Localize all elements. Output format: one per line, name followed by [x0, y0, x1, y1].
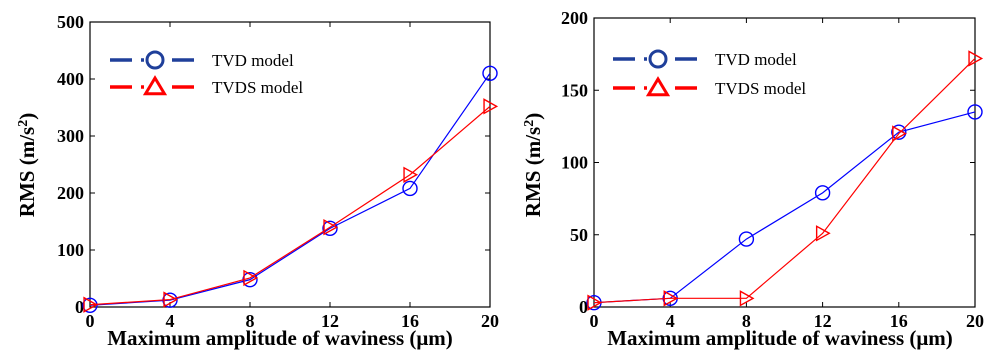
- data-point-tvd: [402, 180, 418, 197]
- y-axis-label: RMS (m/s2): [15, 113, 39, 217]
- y-tick-label: 200: [561, 8, 588, 28]
- y-axis-label-superscript: 2: [522, 120, 537, 127]
- legend-tvd-label: TVD model: [212, 51, 294, 70]
- data-point-tvds: [587, 294, 603, 311]
- y-tick-label: 150: [561, 80, 588, 100]
- data-point-tvds: [83, 296, 99, 313]
- x-tick-label: 4: [166, 311, 175, 331]
- y-tick-label: 100: [561, 153, 588, 173]
- data-point-tvd: [814, 185, 831, 201]
- y-axis-label-main: RMS (m/s: [521, 127, 545, 217]
- y-axis-label: RMS (m/s2): [521, 113, 545, 217]
- data-point-tvds: [739, 290, 755, 307]
- x-tick-label: 12: [321, 311, 339, 331]
- data-point-tvd: [738, 231, 755, 247]
- x-tick-label: 20: [966, 311, 984, 331]
- legend-tvds-label: TVDS model: [212, 78, 303, 97]
- series-line-tvd: [89, 72, 491, 306]
- x-axis-label: Maximum amplitude of waviness (μm): [607, 326, 953, 350]
- y-axis-label-tail: ): [15, 113, 39, 120]
- y-tick-label: 300: [57, 126, 84, 146]
- y-tick-label: 400: [57, 69, 84, 89]
- data-point-tvds: [892, 125, 907, 142]
- x-axis-label: Maximum amplitude of waviness (μm): [107, 326, 453, 350]
- data-point-tvds: [483, 98, 499, 115]
- x-tick-label: 8: [246, 311, 255, 331]
- y-axis-label-superscript: 2: [16, 120, 31, 127]
- data-point-tvds: [163, 291, 179, 308]
- data-point-tvd: [482, 65, 498, 82]
- data-point-tvds: [323, 219, 339, 236]
- y-tick-label: 100: [57, 240, 84, 260]
- legend-tvd-label: TVD model: [715, 50, 797, 69]
- data-point-tvds: [403, 166, 419, 183]
- legend-tvds-label: TVDS model: [715, 79, 806, 98]
- y-tick-label: 50: [570, 225, 588, 245]
- series-line-tvds: [89, 105, 491, 306]
- x-tick-label: 0: [86, 311, 95, 331]
- y-axis-label-tail: ): [521, 113, 545, 120]
- y-tick-label: 500: [57, 12, 84, 32]
- legend-tvds-marker: [142, 75, 168, 96]
- y-tick-label: 0: [75, 297, 84, 317]
- data-point-tvd: [967, 104, 983, 120]
- x-tick-label: 0: [590, 311, 599, 331]
- legend-tvd-marker: [648, 49, 668, 69]
- plot-frame: [89, 21, 491, 308]
- data-point-tvds: [968, 50, 984, 67]
- legend-tvds-marker: [645, 76, 671, 97]
- y-axis-label-main: RMS (m/s: [15, 127, 39, 217]
- y-tick-label: 0: [579, 297, 588, 317]
- data-point-tvd: [891, 124, 907, 140]
- y-tick-label: 200: [57, 183, 84, 203]
- legend-tvd-marker: [145, 50, 165, 70]
- series-line-tvds: [593, 58, 976, 304]
- data-point-tvd: [322, 220, 338, 237]
- x-tick-label: 20: [481, 311, 499, 331]
- data-point-tvds: [663, 290, 679, 307]
- x-tick-label: 16: [890, 311, 908, 331]
- x-tick-label: 4: [666, 311, 675, 331]
- data-point-tvds: [243, 269, 259, 287]
- data-point-tvds: [815, 225, 831, 242]
- x-tick-label: 12: [814, 311, 832, 331]
- series-line-tvd: [593, 111, 976, 304]
- x-tick-label: 16: [401, 311, 419, 331]
- x-tick-label: 8: [742, 311, 751, 331]
